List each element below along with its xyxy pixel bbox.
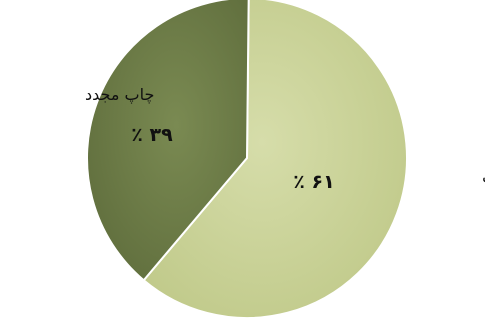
pie-data-label-2: ٪ ۳۹ — [131, 124, 173, 146]
pie-slice-2 — [86, 0, 250, 282]
pie-slices — [86, 0, 409, 319]
pie-category-labels: چاپ اول چاپ مجدد — [85, 85, 485, 185]
pie-data-label-1: ٪ ۶۱ — [293, 171, 334, 193]
pie-data-labels: ٪ ۶۱ ٪ ۳۹ — [131, 124, 334, 193]
pie-category-label-2: چاپ مجدد — [85, 85, 154, 105]
pie-category-label-1: چاپ اول — [482, 165, 485, 185]
pie-slice-1 — [142, 0, 409, 319]
